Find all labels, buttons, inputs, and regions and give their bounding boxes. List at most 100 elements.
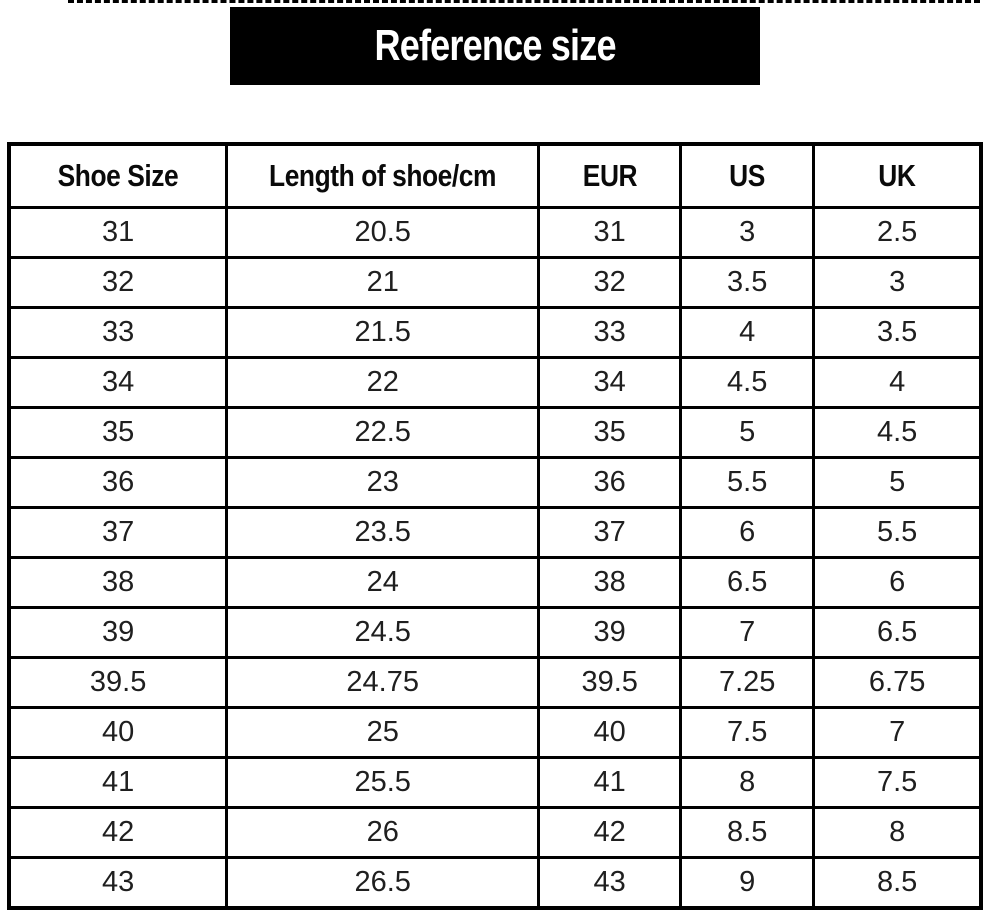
table-cell: 37 [537,506,683,559]
table-cell: 40 [537,706,683,759]
table-cell: 24.75 [225,656,541,709]
column-header-label: Shoe Size [57,158,179,193]
table-cell: 5 [812,456,983,509]
table-cell: 42 [7,806,229,859]
table-cell: 20.5 [225,206,541,259]
table-cell: 22.5 [225,406,541,459]
table-row: 35 22.5 35 5 4.5 [7,406,983,459]
table-cell: 43 [7,856,229,910]
table-cell: 7.5 [679,706,816,759]
table-row: 33 21.5 33 4 3.5 [7,306,983,359]
table-cell: 5.5 [679,456,816,509]
table-cell: 36 [537,456,683,509]
table-cell: 5.5 [812,506,983,559]
column-header: UK [812,142,983,209]
table-cell: 42 [537,806,683,859]
table-cell: 6.75 [812,656,983,709]
table-header-row: Shoe Size Length of shoe/cm EUR US UK [7,142,983,209]
table-cell: 26.5 [225,856,541,910]
table-cell: 25.5 [225,756,541,809]
table-cell: 26 [225,806,541,859]
table-cell: 6.5 [679,556,816,609]
top-divider-line [68,0,980,3]
table-cell: 31 [537,206,683,259]
table-cell: 43 [537,856,683,910]
table-cell: 22 [225,356,541,409]
column-header: US [679,142,816,209]
table-cell: 3 [812,256,983,309]
table-cell: 34 [7,356,229,409]
table-body: 31 20.5 31 3 2.5 32 21 32 3.5 3 33 21.5 33 4 3.5 34 22 34… [7,206,983,910]
column-header-label: UK [878,158,917,193]
table-cell: 7 [812,706,983,759]
table-cell: 40 [7,706,229,759]
table-row: 41 25.5 41 8 7.5 [7,756,983,809]
table-cell: 2.5 [812,206,983,259]
table-cell: 8 [812,806,983,859]
table-cell: 6 [679,506,816,559]
table-cell: 8 [679,756,816,809]
table-cell: 32 [7,256,229,309]
column-header-label: EUR [582,158,637,193]
table-cell: 21 [225,256,541,309]
table-cell: 21.5 [225,306,541,359]
table-row: 31 20.5 31 3 2.5 [7,206,983,259]
table-cell: 24 [225,556,541,609]
table-cell: 23 [225,456,541,509]
table-cell: 8.5 [812,856,983,910]
table-cell: 4 [812,356,983,409]
table-cell: 31 [7,206,229,259]
table-row: 39.5 24.75 39.5 7.25 6.75 [7,656,983,709]
table-row: 32 21 32 3.5 3 [7,256,983,309]
table-cell: 4.5 [812,406,983,459]
table-cell: 34 [537,356,683,409]
table-cell: 4 [679,306,816,359]
table-cell: 39.5 [537,656,683,709]
table-cell: 38 [7,556,229,609]
table-cell: 39.5 [7,656,229,709]
table-cell: 3.5 [679,256,816,309]
table-cell: 6 [812,556,983,609]
table-cell: 35 [7,406,229,459]
table-cell: 7.5 [812,756,983,809]
table-cell: 3 [679,206,816,259]
table-row: 36 23 36 5.5 5 [7,456,983,509]
column-header-label: US [729,158,766,193]
table-cell: 38 [537,556,683,609]
table-cell: 5 [679,406,816,459]
table-row: 38 24 38 6.5 6 [7,556,983,609]
table-cell: 23.5 [225,506,541,559]
column-header-label: Length of shoe/cm [269,158,497,193]
column-header: EUR [537,142,683,209]
table-cell: 39 [7,606,229,659]
table-row: 43 26.5 43 9 8.5 [7,856,983,910]
table-cell: 4.5 [679,356,816,409]
table-row: 40 25 40 7.5 7 [7,706,983,759]
column-header: Length of shoe/cm [225,142,541,209]
table-cell: 41 [7,756,229,809]
table-cell: 25 [225,706,541,759]
table-cell: 33 [537,306,683,359]
table-cell: 41 [537,756,683,809]
table-cell: 33 [7,306,229,359]
size-reference-table: Shoe Size Length of shoe/cm EUR US UK 31 20.5… [7,142,983,910]
table-cell: 36 [7,456,229,509]
table-cell: 32 [537,256,683,309]
page-title: Reference size [374,21,616,70]
table-cell: 35 [537,406,683,459]
table-row: 42 26 42 8.5 8 [7,806,983,859]
table-cell: 8.5 [679,806,816,859]
banner: Reference size [230,7,760,85]
column-header: Shoe Size [7,142,229,209]
table-cell: 24.5 [225,606,541,659]
table-row: 37 23.5 37 6 5.5 [7,506,983,559]
table-cell: 37 [7,506,229,559]
table-cell: 9 [679,856,816,910]
table-header: Shoe Size Length of shoe/cm EUR US UK [7,142,983,209]
table-cell: 7.25 [679,656,816,709]
table-cell: 7 [679,606,816,659]
table-row: 34 22 34 4.5 4 [7,356,983,409]
table-cell: 39 [537,606,683,659]
table-cell: 6.5 [812,606,983,659]
table-row: 39 24.5 39 7 6.5 [7,606,983,659]
